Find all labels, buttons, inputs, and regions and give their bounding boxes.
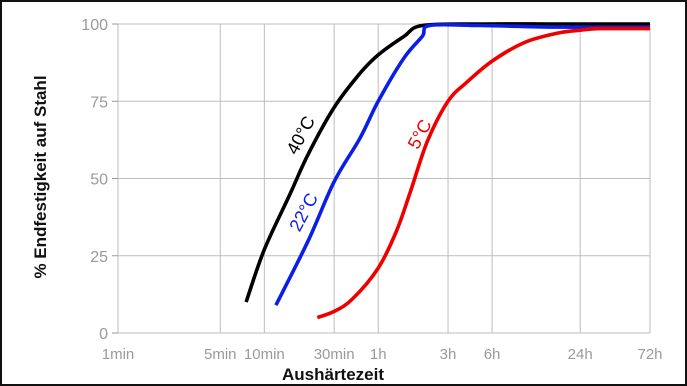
- y-tick-label: 50: [90, 172, 108, 189]
- series-label: 22°C: [285, 190, 322, 235]
- x-tick-label: 1min: [102, 346, 135, 363]
- x-axis-title: Aushärtezeit: [282, 365, 384, 384]
- series-label: 40°C: [282, 113, 319, 158]
- series-line: [316, 26, 651, 320]
- series-line: [244, 22, 650, 303]
- x-tick-label: 6h: [484, 346, 501, 363]
- x-tick-label: 1h: [370, 346, 387, 363]
- series-lines: [244, 22, 651, 320]
- x-tick-label: 3h: [440, 346, 457, 363]
- x-tick-label: 5min: [204, 346, 237, 363]
- y-tick-label: 0: [99, 326, 108, 343]
- y-axis-title: % Endfestigkeit auf Stahl: [31, 75, 50, 278]
- tick-labels: 1min 5min 10min 30min 1h 3h 6h 24h 72h 0 25 50 75 100: [81, 17, 662, 363]
- series-line: [274, 22, 651, 307]
- x-tick-label: 30min: [314, 346, 355, 363]
- x-tick-label: 10min: [244, 346, 285, 363]
- series-labels: 40°C 22°C 5°C: [282, 113, 435, 235]
- y-tick-label: 100: [81, 17, 108, 34]
- y-tick-label: 75: [90, 94, 108, 111]
- x-tick-label: 24h: [568, 346, 593, 363]
- y-tick-label: 25: [90, 249, 108, 266]
- grid: [112, 23, 651, 334]
- series-label: 5°C: [404, 116, 436, 152]
- x-tick-label: 72h: [637, 346, 662, 363]
